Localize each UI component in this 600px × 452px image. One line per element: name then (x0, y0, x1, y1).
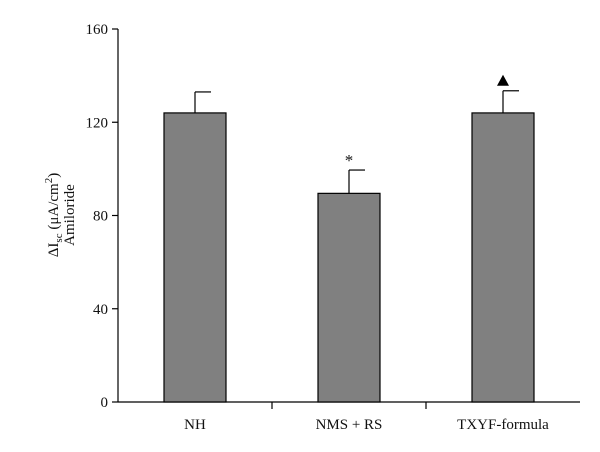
bar-2 (471, 112, 535, 403)
category-label-2: TXYF-formula (457, 417, 549, 433)
y-axis-label-sup: 2 (43, 178, 55, 184)
y-axis-label-delta: ΔI (46, 243, 62, 258)
y-axis-label-line2: Amiloride (62, 184, 78, 246)
y-axis-label-line1: ΔIsc (μA/cm2) (43, 173, 65, 257)
category-label-0: NH (184, 417, 206, 433)
y-tick-label-3: 120 (86, 115, 109, 131)
significance-marker-1: * (345, 151, 354, 170)
significance-triangle-2 (497, 74, 509, 86)
plot-area: 0 40 80 120 160 NH * NMS + RS TXYF-formula (86, 22, 580, 433)
y-axis-label-close: ) (46, 173, 62, 178)
category-label-1: NMS + RS (316, 417, 383, 433)
y-tick-label-4: 160 (86, 22, 109, 38)
bar-1 (317, 192, 381, 403)
y-tick-label-2: 80 (93, 209, 108, 225)
y-axis-label: ΔIsc (μA/cm2) Amiloride (43, 173, 78, 257)
bar-0 (163, 112, 227, 403)
y-tick-label-1: 40 (93, 302, 108, 318)
y-axis-label-sub: sc (53, 233, 65, 242)
y-axis-label-unit: (μA/cm (46, 183, 62, 233)
y-tick-label-0: 0 (101, 395, 109, 411)
